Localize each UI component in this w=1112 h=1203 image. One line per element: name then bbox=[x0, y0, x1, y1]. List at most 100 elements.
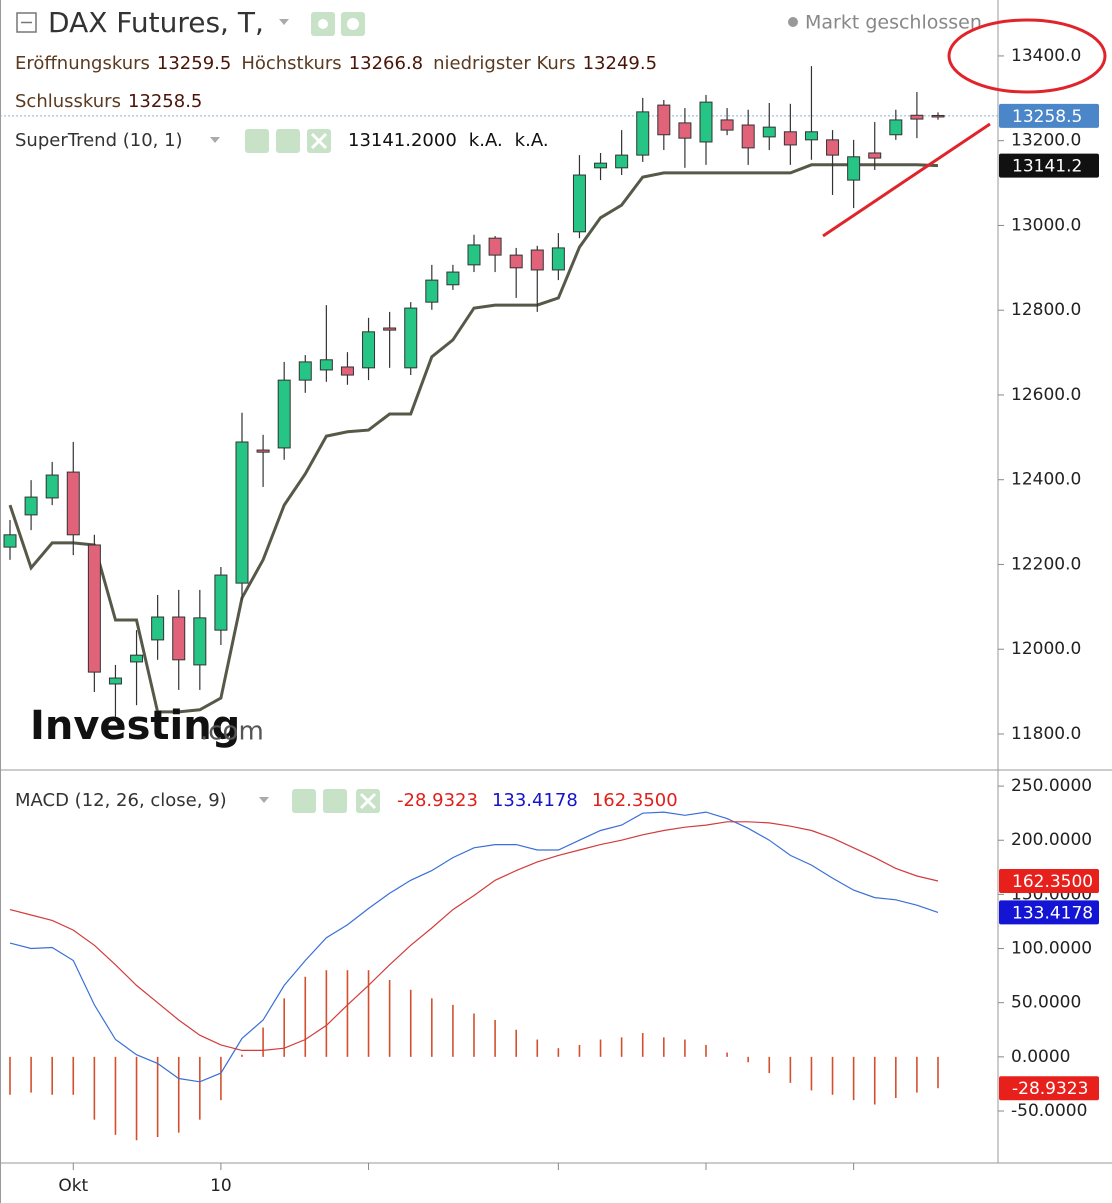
candle-body bbox=[340, 366, 354, 376]
macd-line bbox=[9, 821, 939, 1051]
candle-body bbox=[151, 616, 165, 641]
candle-body bbox=[172, 616, 186, 661]
x-tick-label: 10 bbox=[210, 1176, 232, 1196]
candle-body bbox=[868, 152, 882, 159]
candle-body bbox=[193, 617, 207, 666]
eye-icon[interactable] bbox=[245, 129, 269, 153]
candle-body bbox=[488, 237, 502, 256]
market-status: Markt geschlossen bbox=[805, 12, 982, 34]
candle-body bbox=[3, 534, 17, 548]
watermark: .com bbox=[200, 717, 264, 747]
candle-body bbox=[847, 156, 861, 181]
legend-text: Höchstkurs bbox=[241, 53, 341, 74]
value-badge bbox=[999, 1076, 1099, 1101]
indicator-title: SuperTrend (10, 1) bbox=[15, 130, 183, 151]
macd-line bbox=[9, 811, 939, 1083]
legend-text: 13249.5 bbox=[583, 53, 657, 74]
legend-text: 13266.8 bbox=[349, 53, 423, 74]
candle-body bbox=[741, 124, 755, 149]
y-tick-label: 100.0000 bbox=[1011, 939, 1092, 959]
collapse-box[interactable] bbox=[16, 12, 37, 33]
y-tick-label: 12400.0 bbox=[1011, 470, 1081, 490]
y-tick-label: 13000.0 bbox=[1011, 215, 1081, 235]
x-tick-label: Okt bbox=[58, 1176, 88, 1196]
candle-body bbox=[636, 111, 650, 156]
y-tick-label: 12000.0 bbox=[1011, 639, 1081, 659]
candle-body bbox=[530, 249, 544, 271]
macd-values: -28.9323 133.4178 162.3500 bbox=[397, 790, 678, 811]
candle-body bbox=[572, 174, 586, 233]
gear-icon[interactable] bbox=[276, 129, 300, 153]
legend-text: k.A. bbox=[469, 130, 503, 151]
candle-body bbox=[108, 677, 122, 685]
candle-body bbox=[889, 119, 903, 136]
legend-text: 13259.5 bbox=[157, 53, 231, 74]
icon-glyph bbox=[310, 132, 328, 150]
candle-body bbox=[509, 254, 523, 269]
y-tick-label: 12600.0 bbox=[1011, 385, 1081, 405]
marks: 11800.0 12000.0 12200.0 12400.0 12600.0 12800… bbox=[0, 46, 1099, 1196]
legend-text: 13141.2000 bbox=[348, 130, 457, 151]
candle-body bbox=[66, 471, 80, 536]
candle-body bbox=[720, 119, 734, 131]
legend-text: Eröffnungskurs bbox=[15, 53, 150, 74]
candle-body bbox=[24, 496, 38, 516]
candle-body bbox=[678, 122, 692, 139]
legend-text: 133.4178 bbox=[492, 790, 578, 811]
macd-title: MACD (12, 26, close, 9) bbox=[15, 790, 227, 811]
y-tick-label: 0.0000 bbox=[1011, 1047, 1070, 1067]
price-badge-label: 13258.5 bbox=[1012, 107, 1082, 127]
legend-text: k.A. bbox=[515, 130, 549, 151]
candle-body bbox=[594, 162, 608, 169]
price-badge bbox=[999, 153, 1099, 178]
dropdown[interactable] bbox=[279, 19, 289, 25]
candle-body bbox=[551, 247, 565, 271]
icon-glyph bbox=[359, 792, 377, 810]
candle-body bbox=[657, 104, 671, 136]
candle-body bbox=[87, 544, 101, 673]
candle-body bbox=[256, 449, 270, 453]
candle-body bbox=[910, 114, 924, 120]
legend-text: 162.3500 bbox=[592, 790, 678, 811]
legend-text: Schlusskurs bbox=[15, 91, 121, 112]
candle-body bbox=[45, 474, 59, 499]
candle-body bbox=[931, 114, 945, 118]
value-badge bbox=[999, 900, 1099, 925]
candle-body bbox=[446, 271, 460, 286]
candle-body bbox=[804, 131, 818, 141]
y-tick-label: 250.0000 bbox=[1011, 776, 1092, 796]
watermark: Investing bbox=[30, 703, 240, 749]
price-badge bbox=[999, 103, 1099, 128]
value-badge-label: 162.3500 bbox=[1012, 872, 1093, 892]
supertrend-line bbox=[8, 163, 939, 714]
annotation-line bbox=[822, 122, 991, 238]
legend-text: 13258.5 bbox=[128, 91, 202, 112]
indicator-values: 13141.2000 k.A. k.A. bbox=[348, 130, 549, 151]
y-tick-label: 11800.0 bbox=[1011, 724, 1081, 744]
price-badge-label: 13141.2 bbox=[1012, 157, 1082, 177]
gear-icon[interactable] bbox=[323, 789, 347, 813]
status-dot bbox=[788, 17, 798, 27]
candle-body bbox=[214, 574, 228, 631]
y-tick-label: 13200.0 bbox=[1011, 131, 1081, 151]
dropdown[interactable] bbox=[259, 797, 269, 803]
candle-body bbox=[130, 654, 144, 663]
dropdown[interactable] bbox=[210, 137, 220, 143]
icon-glyph bbox=[318, 19, 328, 29]
value-badge bbox=[999, 869, 1099, 894]
value-badge-label: -28.9323 bbox=[1012, 1079, 1088, 1099]
eye-icon[interactable] bbox=[292, 789, 316, 813]
candle-body bbox=[762, 126, 776, 138]
candle-body bbox=[319, 359, 333, 371]
legend-text: niedrigster Kurs bbox=[433, 53, 575, 74]
legend-text: -28.9323 bbox=[397, 790, 478, 811]
y-tick-label: 12200.0 bbox=[1011, 554, 1081, 574]
annotation-ellipse bbox=[947, 18, 1107, 94]
y-tick-label: 13400.0 bbox=[1011, 46, 1081, 66]
candle-body bbox=[826, 139, 840, 156]
y-tick-label: -50.0000 bbox=[1011, 1101, 1087, 1121]
candle-body bbox=[277, 379, 291, 449]
ohlc-legend: Eröffnungskurs 13259.5 Höchstkurs 13266.8 ni… bbox=[15, 53, 657, 74]
